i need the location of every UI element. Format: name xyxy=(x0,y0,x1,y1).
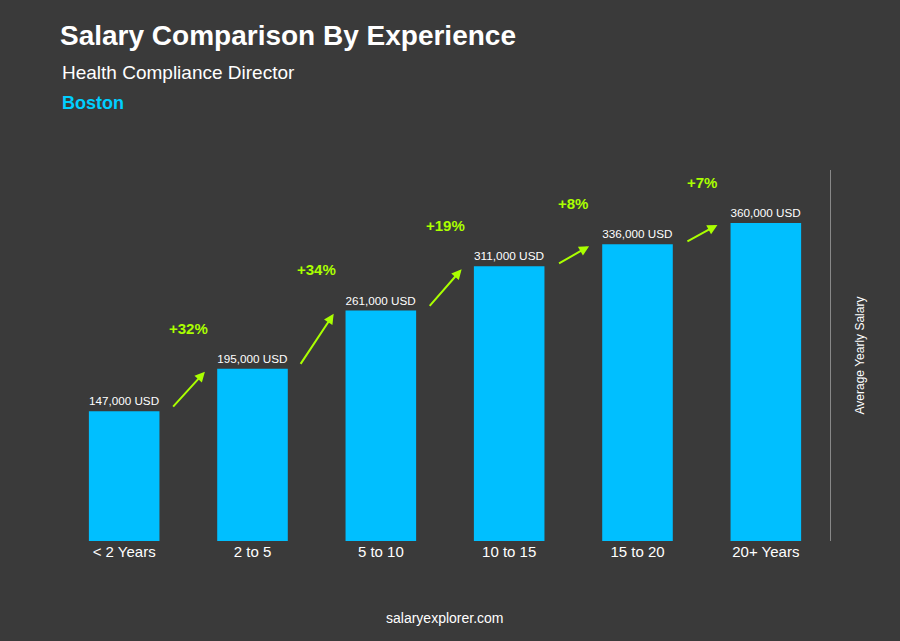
svg-text:5 to 10: 5 to 10 xyxy=(358,543,404,560)
svg-text:salaryexplorer.com: salaryexplorer.com xyxy=(386,610,504,626)
svg-text:2 to 5: 2 to 5 xyxy=(234,543,272,560)
svg-text:261,000 USD: 261,000 USD xyxy=(346,294,416,307)
svg-text:+7%: +7% xyxy=(687,174,717,191)
svg-text:Health Compliance Director: Health Compliance Director xyxy=(62,62,295,83)
svg-text:Average Yearly Salary: Average Yearly Salary xyxy=(853,297,867,415)
svg-text:10 to 15: 10 to 15 xyxy=(482,543,536,560)
svg-text:336,000 USD: 336,000 USD xyxy=(602,227,672,240)
svg-text:+34%: +34% xyxy=(297,261,336,278)
svg-text:360,000 USD: 360,000 USD xyxy=(731,206,801,219)
svg-text:+32%: +32% xyxy=(169,320,208,337)
svg-text:+19%: +19% xyxy=(426,217,465,234)
svg-text:20+ Years: 20+ Years xyxy=(732,543,799,560)
svg-text:Salary Comparison By Experienc: Salary Comparison By Experience xyxy=(60,20,516,51)
svg-text:15 to 20: 15 to 20 xyxy=(610,543,664,560)
svg-text:< 2 Years: < 2 Years xyxy=(93,543,156,560)
svg-text:311,000 USD: 311,000 USD xyxy=(474,249,544,263)
svg-text:+8%: +8% xyxy=(558,195,588,212)
svg-text:147,000 USD: 147,000 USD xyxy=(89,394,159,407)
svg-text:Boston: Boston xyxy=(62,93,124,113)
svg-text:195,000 USD: 195,000 USD xyxy=(217,352,287,365)
